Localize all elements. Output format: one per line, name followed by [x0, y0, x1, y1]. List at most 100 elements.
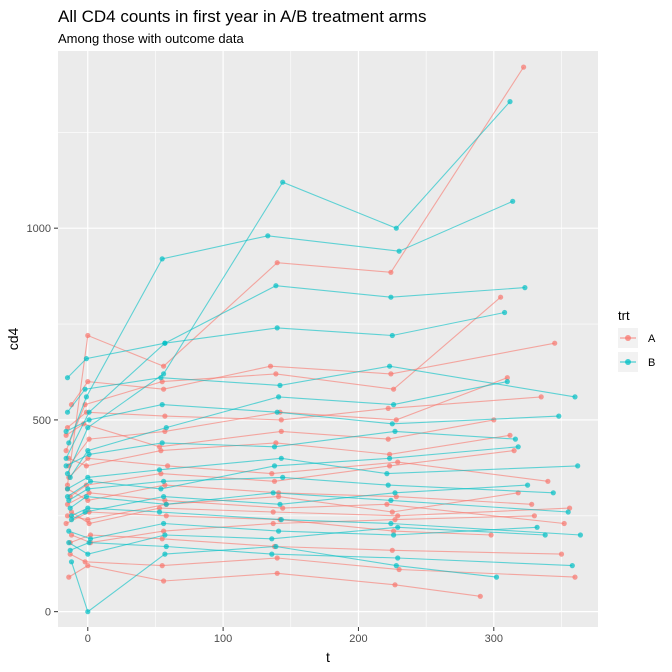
data-point — [510, 198, 516, 204]
data-point — [64, 501, 71, 507]
data-point — [384, 471, 390, 477]
data-point — [159, 256, 165, 262]
data-point — [85, 425, 91, 431]
data-point — [521, 64, 527, 70]
data-point — [64, 486, 71, 492]
data-point — [385, 482, 391, 488]
data-point — [542, 532, 548, 538]
data-point — [63, 428, 69, 434]
x-tick-label: 0 — [85, 633, 91, 645]
legend-label-a: A — [648, 333, 656, 345]
data-point — [86, 436, 92, 442]
data-point — [391, 386, 397, 392]
y-tick-label: 0 — [45, 607, 51, 619]
data-point — [572, 394, 578, 400]
data-point — [525, 482, 531, 488]
data-point — [388, 269, 394, 275]
data-point — [85, 379, 91, 385]
data-point — [278, 517, 284, 523]
data-point — [158, 375, 164, 381]
data-point — [66, 574, 72, 580]
data-point — [393, 417, 399, 423]
data-point — [270, 490, 276, 496]
subject-line — [69, 553, 576, 578]
data-point — [161, 386, 167, 392]
subject-line — [65, 285, 525, 459]
legend-key-point — [625, 335, 631, 341]
data-point — [531, 513, 538, 519]
data-point — [556, 413, 562, 419]
data-point — [274, 555, 280, 561]
legend: trt AB — [618, 308, 656, 372]
subject-line — [65, 419, 494, 448]
data-point — [395, 524, 401, 530]
subject-line — [68, 476, 554, 501]
data-point — [67, 551, 73, 557]
data-point — [162, 413, 168, 419]
data-point — [273, 283, 279, 289]
data-point — [159, 536, 165, 542]
data-point — [387, 451, 393, 457]
subject-line — [69, 381, 508, 478]
data-point — [86, 540, 92, 546]
subject-line — [68, 522, 538, 540]
data-point — [385, 436, 391, 442]
data-point — [387, 463, 393, 469]
data-point — [567, 505, 573, 511]
data-point — [63, 520, 69, 527]
data-point — [502, 309, 508, 316]
data-point — [280, 474, 286, 480]
data-point — [85, 551, 91, 557]
data-point — [161, 494, 167, 500]
data-point — [393, 563, 399, 569]
subject-line — [65, 430, 516, 467]
data-point — [68, 513, 75, 519]
data-point — [161, 478, 167, 484]
data-point — [83, 394, 89, 400]
data-point — [83, 494, 89, 500]
data-point — [63, 455, 69, 461]
data-point — [64, 471, 71, 477]
y-axis-title: cd4 — [5, 328, 21, 351]
data-point — [63, 432, 69, 438]
subject-line — [68, 565, 481, 597]
data-point — [388, 497, 394, 503]
data-point — [572, 574, 578, 580]
data-point — [64, 409, 71, 415]
data-point — [274, 325, 280, 331]
data-point — [67, 474, 73, 480]
data-point — [163, 513, 169, 519]
data-point — [163, 543, 169, 550]
data-point — [504, 375, 510, 381]
data-point — [163, 501, 169, 507]
data-point — [273, 440, 279, 446]
data-point — [85, 505, 91, 511]
chart-subtitle: Among those with outcome data — [58, 31, 244, 46]
data-point — [66, 497, 72, 503]
data-point — [276, 494, 282, 500]
data-point — [161, 363, 167, 369]
data-point — [64, 482, 71, 488]
data-point — [66, 540, 72, 546]
data-point — [395, 459, 401, 465]
data-point — [158, 486, 164, 492]
subject-line — [68, 200, 513, 444]
data-point — [387, 363, 393, 369]
data-point — [270, 520, 276, 527]
data-point — [85, 486, 91, 492]
x-tick-label: 200 — [349, 633, 367, 645]
data-point — [86, 490, 92, 496]
data-point — [507, 432, 513, 438]
data-point — [561, 520, 567, 527]
data-point — [162, 532, 168, 538]
data-point — [161, 371, 167, 377]
data-point — [493, 574, 500, 580]
data-point — [86, 409, 92, 415]
data-point — [273, 543, 279, 550]
data-point — [511, 448, 517, 454]
data-point — [156, 509, 163, 515]
data-point — [270, 509, 276, 515]
data-point — [389, 421, 395, 427]
subject-line — [66, 101, 511, 474]
data-point — [388, 371, 394, 377]
